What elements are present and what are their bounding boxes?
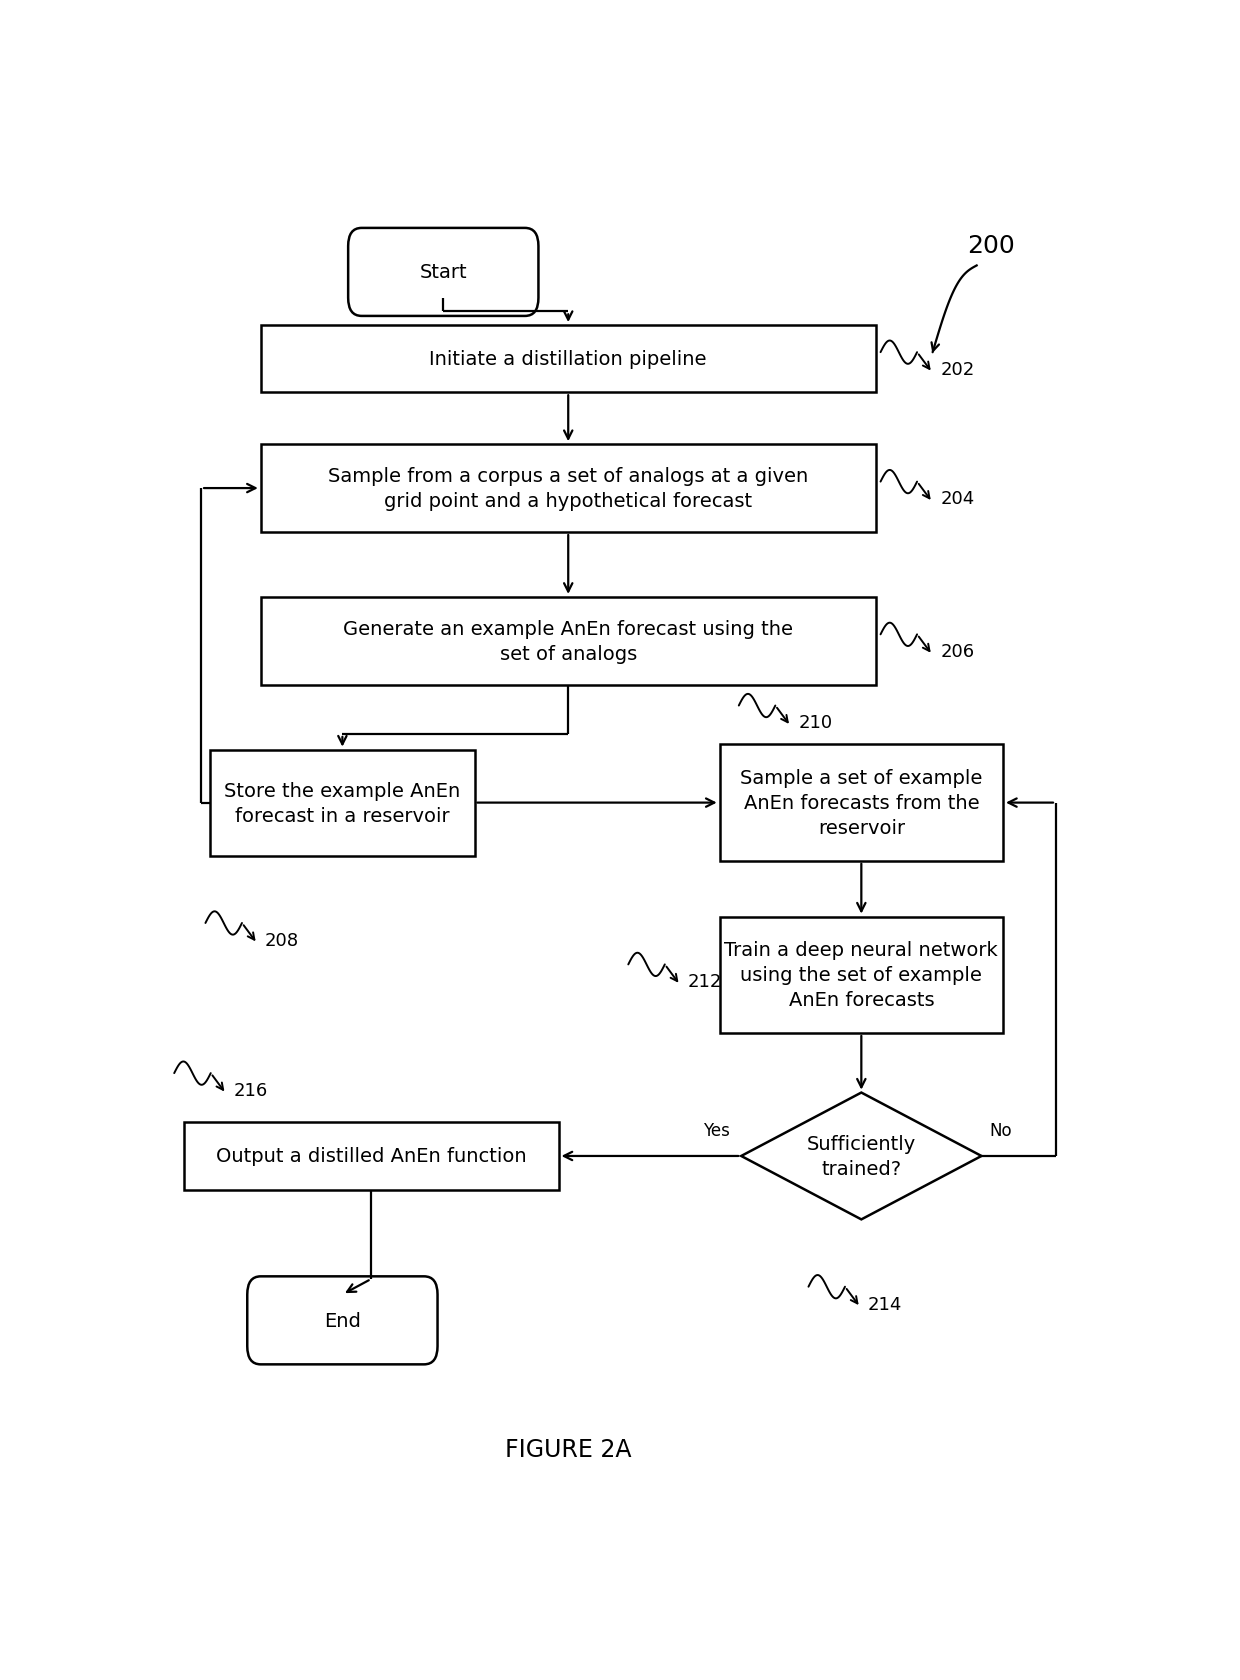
FancyBboxPatch shape [247, 1277, 438, 1364]
Bar [719, 917, 1003, 1033]
Text: 208: 208 [265, 931, 299, 949]
Text: 216: 216 [234, 1082, 268, 1099]
Text: Sample from a corpus a set of analogs at a given
grid point and a hypothetical f: Sample from a corpus a set of analogs at… [329, 467, 808, 511]
Text: Train a deep neural network
using the set of example
AnEn forecasts: Train a deep neural network using the se… [724, 941, 998, 1010]
Bar [211, 749, 475, 857]
Text: Initiate a distillation pipeline: Initiate a distillation pipeline [429, 349, 707, 370]
FancyBboxPatch shape [348, 228, 538, 318]
Text: FIGURE 2A: FIGURE 2A [505, 1438, 631, 1462]
Text: Start: Start [419, 264, 467, 282]
Bar [260, 598, 875, 685]
Text: End: End [324, 1310, 361, 1331]
Bar [260, 326, 875, 393]
Polygon shape [742, 1094, 982, 1220]
Text: Output a distilled AnEn function: Output a distilled AnEn function [216, 1147, 527, 1166]
Text: Sufficiently
trained?: Sufficiently trained? [807, 1134, 916, 1178]
Text: 202: 202 [940, 361, 975, 378]
Text: 204: 204 [940, 491, 975, 507]
Text: 212: 212 [688, 973, 722, 991]
Bar [719, 744, 1003, 862]
Text: Yes: Yes [703, 1122, 729, 1139]
Text: Generate an example AnEn forecast using the
set of analogs: Generate an example AnEn forecast using … [343, 620, 794, 664]
Text: 200: 200 [967, 234, 1016, 259]
Text: 206: 206 [940, 643, 975, 660]
Bar [260, 445, 875, 533]
Text: 210: 210 [799, 714, 832, 732]
Text: No: No [990, 1122, 1012, 1139]
Text: 214: 214 [868, 1295, 903, 1312]
Text: Store the example AnEn
forecast in a reservoir: Store the example AnEn forecast in a res… [224, 781, 460, 825]
Text: Sample a set of example
AnEn forecasts from the
reservoir: Sample a set of example AnEn forecasts f… [740, 769, 982, 838]
Bar [184, 1122, 558, 1189]
